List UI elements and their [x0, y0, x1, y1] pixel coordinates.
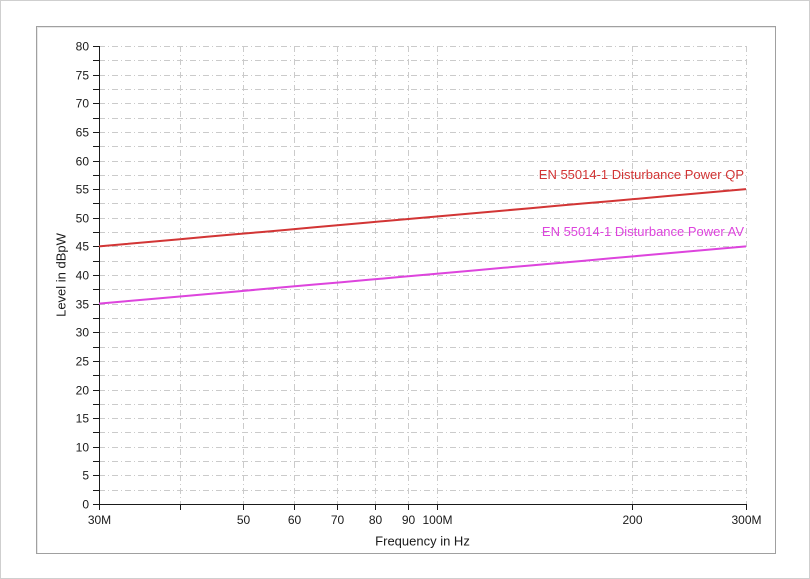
x-tick-label: 90: [402, 513, 416, 527]
y-tick-label: 15: [76, 412, 90, 426]
chart-panel: [36, 26, 776, 554]
x-tick-label: 70: [331, 513, 345, 527]
y-tick-label: 10: [76, 441, 90, 455]
y-tick-label: 55: [76, 183, 90, 197]
series-label-av: EN 55014-1 Disturbance Power AV: [541, 224, 744, 240]
y-tick-label: 35: [76, 298, 90, 312]
grid-layer: [99, 46, 747, 504]
y-tick-label: 40: [76, 269, 90, 283]
y-tick-label: 80: [76, 40, 90, 54]
y-tick-label: 45: [76, 240, 90, 254]
x-tick-label: 200: [622, 513, 642, 527]
y-axis-title: Level in dBpW: [53, 233, 69, 317]
x-axis-title: Frequency in Hz: [375, 533, 470, 549]
y-tick-label: 20: [76, 384, 90, 398]
series-line-qp: [98, 188, 747, 248]
x-tick-label: 50: [237, 513, 251, 527]
y-tick-label: 70: [76, 97, 90, 111]
series-line-av: [98, 245, 747, 305]
y-tick-label: 60: [76, 155, 90, 169]
tick-label-layer: 0 5 10 15 20 25 30 35 40 45 50 55 60 65 70 75 80 30M 50 60 7…: [76, 40, 762, 528]
x-tick-label: 60: [288, 513, 302, 527]
x-tick-label: 30M: [88, 513, 111, 527]
axis-layer: [93, 46, 747, 510]
y-tick-label: 65: [76, 126, 90, 140]
y-tick-label: 75: [76, 69, 90, 83]
x-tick-label: 100M: [422, 513, 452, 527]
y-tick-label: 50: [76, 212, 90, 226]
y-tick-label: 30: [76, 326, 90, 340]
x-tick-label: 300M: [731, 513, 761, 527]
series-label-qp: EN 55014-1 Disturbance Power QP: [538, 167, 744, 183]
x-tick-label: 80: [369, 513, 383, 527]
y-tick-label: 0: [82, 498, 89, 512]
y-tick-label: 5: [82, 469, 89, 483]
y-tick-label: 25: [76, 355, 90, 369]
